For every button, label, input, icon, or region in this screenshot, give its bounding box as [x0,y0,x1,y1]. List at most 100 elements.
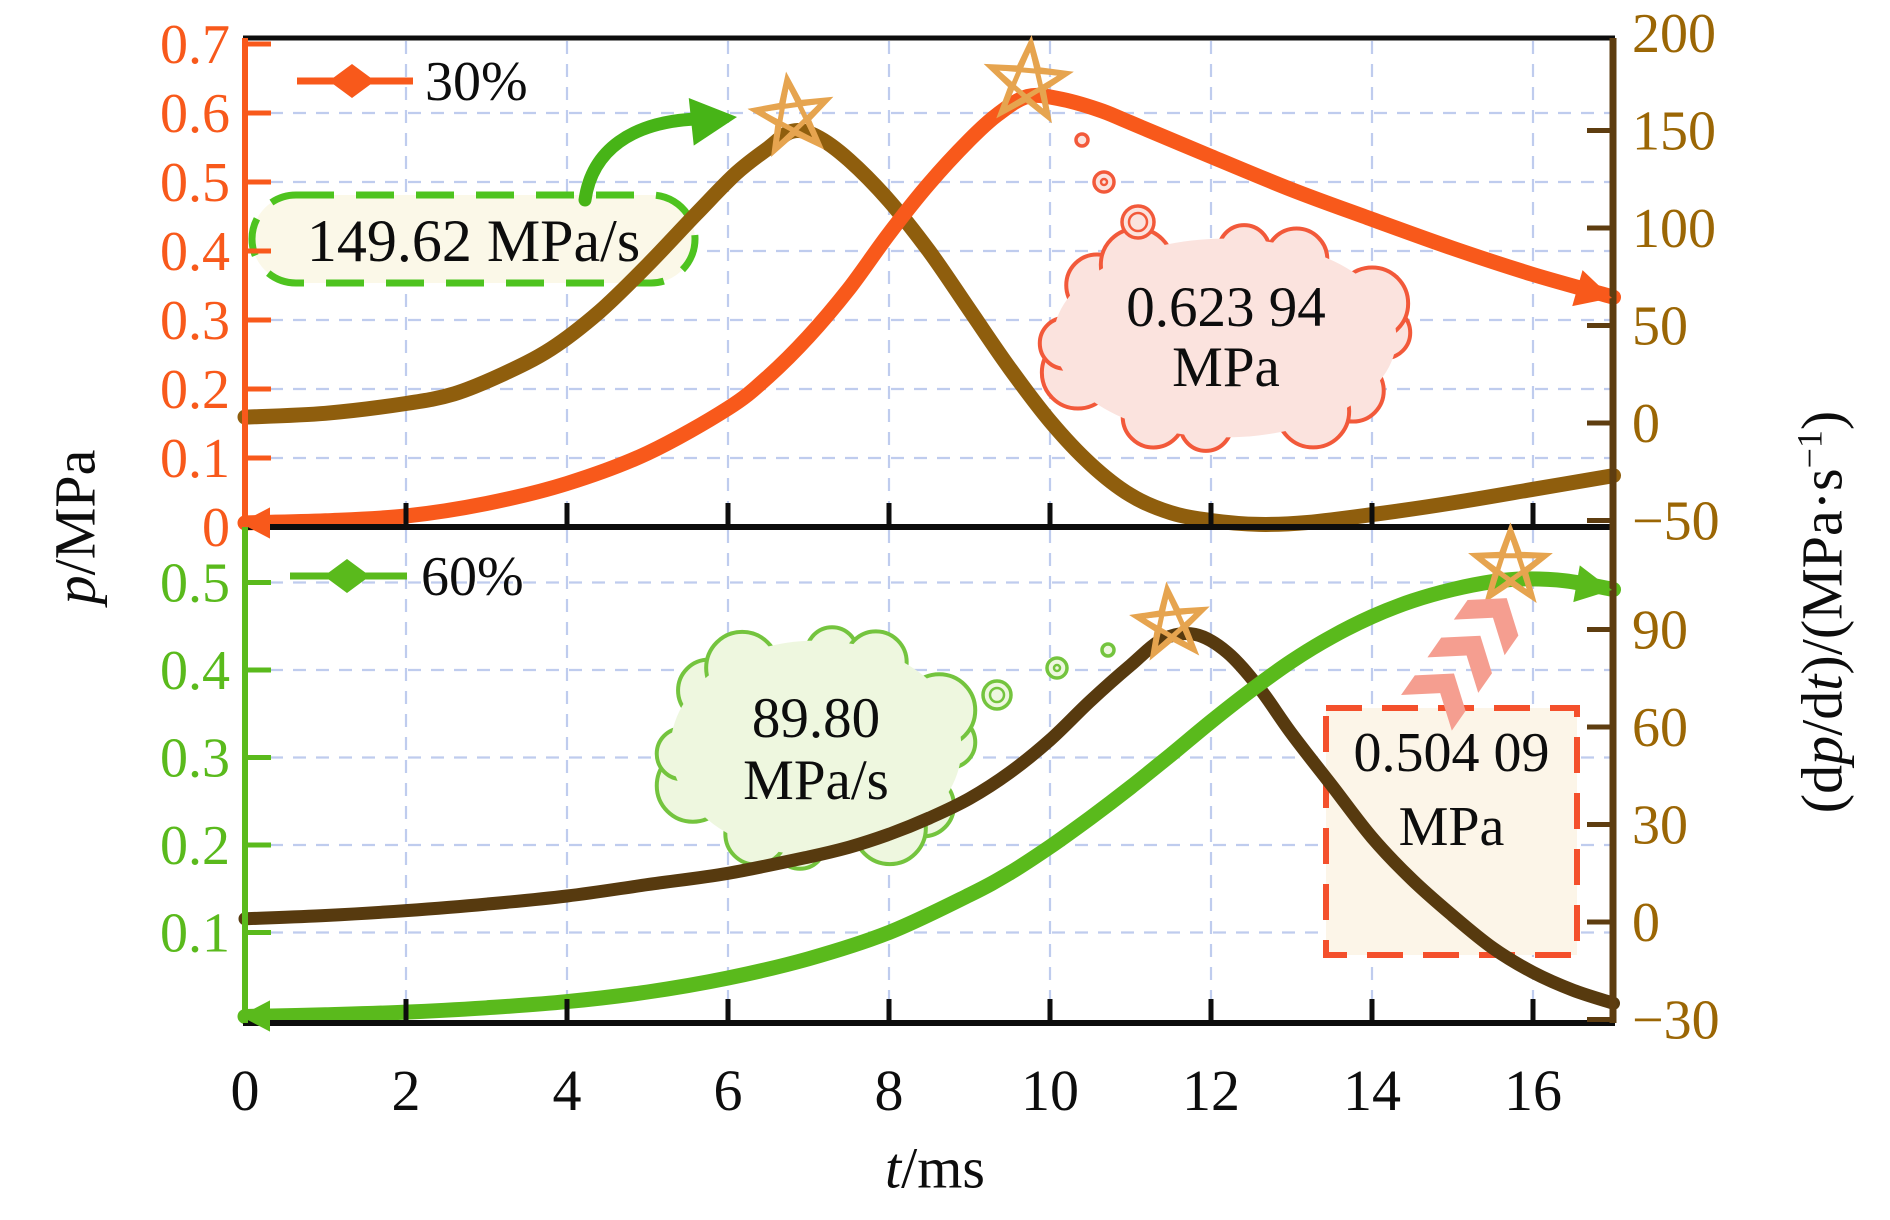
green-bubble-inner [988,686,1006,704]
orange-curve-start-arrow [240,507,270,539]
left-top-tick-label: 0.6 [160,83,230,145]
left-top-tick-label: 0.1 [160,428,230,490]
right-bottom-tick-label: 30 [1632,795,1688,857]
star-30pct-rise-rate-peak-pentagram [747,72,833,157]
pink-cloud-annotation [1037,223,1413,453]
green-bubble-inner [1052,663,1062,673]
left-bottom-tick-label: 0.5 [160,553,230,615]
legend-30pct-diamond [329,64,375,98]
green-bubble [1100,642,1116,658]
right-top-tick-label: 0 [1632,393,1660,455]
x-tick-label: 8 [875,1058,904,1123]
x-tick-label: 10 [1021,1058,1079,1123]
pink-cloud-line1: 0.623 94 [1126,276,1326,339]
x-tick-label: 6 [714,1058,743,1123]
annotation-green-cloud-text: 89.80 MPa/s [662,688,970,812]
green-bubble [981,679,1013,711]
green-cloud-annotation [654,625,978,871]
left-bottom-tick-label: 0.2 [160,815,230,877]
star-60pct-pressure-peak [1468,522,1553,603]
green-bubble [1045,656,1069,680]
green-curved-arrow-head [688,98,737,146]
pink-cloud-annotation-body [1053,238,1397,438]
star-30pct-rise-rate-peak [747,71,834,157]
pink-chevron [1401,673,1466,731]
right-bottom-tick-label: 60 [1632,697,1688,759]
x-tick-label: 14 [1343,1058,1401,1123]
curve-30pct-pressure [237,87,1621,531]
pink-chevrons [1401,598,1519,731]
red-box-line1: 0.504 09 [1353,722,1550,784]
right-bottom-tick-label: 90 [1632,600,1688,662]
right-axis-title-part: −1 [1789,430,1830,469]
star-30pct-pressure-peak [983,35,1074,124]
pink-cloud-line2: MPa [1172,336,1280,399]
star-60pct-rise-rate-peak [1129,581,1210,661]
left-top-tick-label: 0.3 [160,290,230,352]
annotation-red-box-text: 0.504 09 MPa [1326,716,1577,864]
x-tick-label: 12 [1182,1058,1240,1123]
capsule-annotation [248,191,699,287]
x-tick-label: 0 [231,1058,260,1123]
star-30pct-pressure-peak-pentagram [984,35,1074,123]
right-top-tick-label: 150 [1632,101,1716,163]
x-tick-label: 4 [553,1058,582,1123]
curve-60pct-rise-rate [238,627,1620,1010]
star-60pct-rise-rate-peak-pentagram [1129,582,1210,661]
annotation-capsule-text: 149.62 MPa/s [306,208,641,274]
pink-bubble [1120,204,1156,240]
right-axis-title-part: ) [1789,410,1855,431]
orange-curve-end-arrow [1572,270,1612,307]
right-axis-title: (dp/dt)/(MPa·s−1) [1788,411,1855,813]
green-curve-start-arrow [240,1000,270,1032]
left-axis-title-rest: /MPa [42,449,108,576]
axes-layer: 0.70.60.50.40.30.20.100.50.40.30.20.1200… [160,3,1720,1123]
left-axis-title: p/MPa [42,450,109,605]
right-bottom-tick-label: 0 [1632,892,1660,954]
star-60pct-pressure-peak-pentagram [1468,522,1553,603]
pink-bubble [1092,170,1116,194]
left-bottom-tick-label: 0.1 [160,903,230,965]
markers-layer [240,35,1612,1032]
green-cloud-line2: MPa/s [743,749,889,812]
green-cloud-line1: 89.80 [751,687,881,750]
x-tick-label: 16 [1504,1058,1562,1123]
right-axis-title-part: )/(MPa·s [1789,468,1855,675]
left-bottom-tick-label: 0.3 [160,728,230,790]
right-top-tick-label: 100 [1632,198,1716,260]
green-curve-end-arrow [1573,565,1612,603]
right-bottom-tick-label: −30 [1632,990,1720,1052]
right-axis-title-part: /d [1789,690,1855,736]
left-top-tick-label: 0.2 [160,359,230,421]
left-top-tick-label: 0.5 [160,152,230,214]
red-box-line2: MPa [1398,796,1505,858]
right-axis-title-part: p [1789,735,1855,765]
x-axis-title: t/ms [885,1135,985,1202]
green-curved-arrow [578,112,703,207]
left-axis-title-italic: p [42,575,108,605]
pink-bubble-inner [1127,211,1149,233]
left-top-tick-label: 0.7 [160,14,230,76]
right-top-tick-label: −50 [1632,491,1720,553]
x-axis-title-italic: t [885,1135,902,1201]
legend-60pct-label: 60% [421,546,524,608]
right-axis-title-part: t [1789,674,1855,691]
pink-chevron [1427,635,1492,693]
right-axis-title-part: (d [1789,764,1855,814]
right-top-tick-label: 50 [1632,296,1688,358]
green-cloud-annotation-body [670,640,962,856]
left-top-tick-label: 0 [202,497,230,559]
left-bottom-tick-label: 0.4 [160,640,230,702]
pink-chevron [1453,598,1519,656]
legend-30pct-label: 30% [425,51,528,113]
x-tick-label: 2 [392,1058,421,1123]
pink-bubble-inner [1099,177,1109,187]
pink-bubble [1074,132,1090,148]
left-top-tick-label: 0.4 [160,221,230,283]
right-top-tick-label: 200 [1632,3,1716,65]
annotation-pink-cloud-text: 0.623 94 MPa [1070,278,1382,398]
legend-60pct-diamond [324,559,370,593]
x-axis-title-rest: /ms [901,1135,985,1201]
